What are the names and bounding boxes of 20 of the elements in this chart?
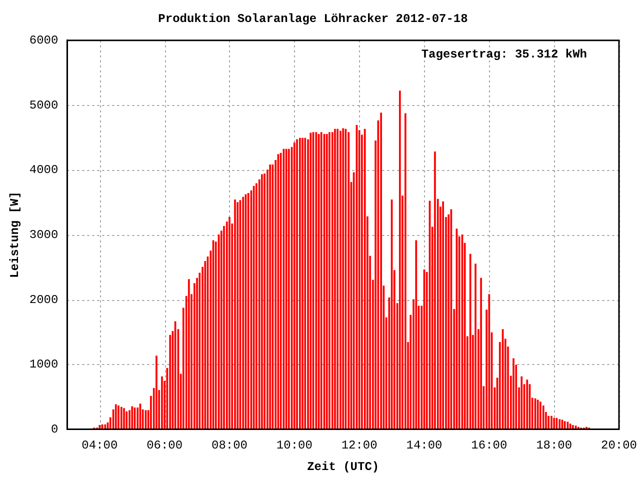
x-tick-label: 18:00 [536,438,572,453]
x-tick-label: 04:00 [82,438,118,453]
annotation: Tagesertrag: 35.312 kWh [421,47,587,62]
x-axis-title: Zeit (UTC) [307,460,380,474]
y-tick-label: 5000 [29,98,58,112]
x-tick-label: 06:00 [146,438,183,453]
x-tick-label: 14:00 [406,438,442,453]
y-tick-label: 4000 [29,163,58,178]
x-tick-label: 08:00 [211,438,248,453]
x-tick-label: 12:00 [341,438,378,453]
y-tick-label: 1000 [29,358,58,372]
x-tick-label: 16:00 [471,438,508,453]
x-tick-label: 10:00 [276,438,312,453]
y-tick-label: 6000 [29,34,58,48]
y-tick-label: 3000 [29,228,58,242]
chart-title: Produktion Solaranlage Löhracker 2012-07-18 [158,12,468,26]
y-axis-title: Leistung [W] [8,192,22,278]
x-tick-label: 20:00 [600,438,638,453]
y-tick-label: 0 [51,422,58,436]
y-tick-label: 2000 [29,292,58,307]
